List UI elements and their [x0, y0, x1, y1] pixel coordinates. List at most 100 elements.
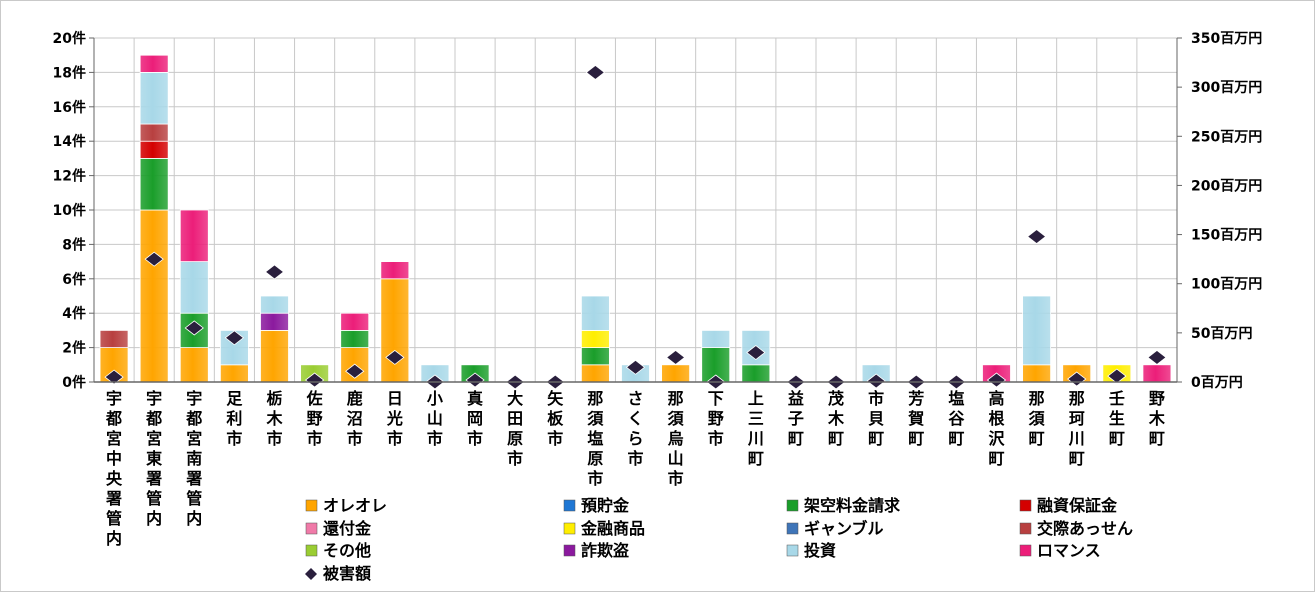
- damage-marker: [144, 251, 164, 267]
- category-label: 下野市: [708, 389, 724, 448]
- legend-swatch: [563, 544, 576, 557]
- y-tick-label: 6件: [62, 271, 86, 288]
- bar-segment: [139, 140, 169, 159]
- category-label: 那須烏山市: [667, 389, 685, 488]
- y2-tick-label: 350百万円: [1191, 31, 1262, 47]
- damage-marker: [1147, 349, 1167, 365]
- bar-segment: [580, 329, 610, 348]
- damage-marker: [625, 359, 646, 375]
- y-tick-label: 18件: [53, 64, 86, 81]
- damage-marker: [1107, 368, 1127, 384]
- damage-marker: [665, 349, 686, 365]
- y-tick-label: 14件: [53, 133, 86, 150]
- legend-label: その他: [323, 541, 371, 560]
- category-label: 野木町: [1148, 389, 1166, 448]
- bar-segment: [139, 54, 169, 73]
- category-label: 足利市: [226, 389, 243, 448]
- category-label: 壬生町: [1109, 389, 1125, 448]
- category-label: 鹿沼市: [347, 389, 363, 448]
- category-label: さくら市: [627, 389, 643, 468]
- legend-swatch-damage: [305, 568, 317, 580]
- legend-label: オレオレ: [323, 496, 387, 515]
- category-label: 高根沢町: [988, 389, 1005, 468]
- legend-swatch: [1019, 522, 1032, 535]
- damage-marker: [866, 373, 886, 389]
- damage-marker: [986, 372, 1007, 388]
- bar-segment: [580, 295, 610, 331]
- bar-segment: [139, 72, 169, 125]
- legend-swatch: [563, 499, 576, 512]
- category-label: 宇都宮中央署管内: [105, 389, 123, 548]
- damage-marker: [385, 349, 405, 365]
- y2-tick-label: 50百万円: [1191, 326, 1252, 342]
- legend-label: 預貯金: [581, 496, 630, 515]
- y-tick-label: 12件: [53, 168, 86, 185]
- legend-label: 金融商品: [580, 519, 645, 538]
- y-tick-label: 16件: [53, 99, 86, 116]
- bar-segment: [380, 261, 410, 280]
- y-tick-label: 4件: [62, 305, 86, 322]
- bar-segment: [1022, 364, 1052, 383]
- bar-segment: [260, 312, 289, 331]
- bar-segment: [701, 329, 731, 348]
- bar-segment: [580, 364, 610, 383]
- category-label: 真岡市: [467, 389, 483, 448]
- legend-label: 投資: [804, 541, 836, 560]
- bar-segment: [139, 123, 169, 142]
- legend-label: ギャンブル: [804, 519, 884, 538]
- legend-swatch: [1019, 499, 1032, 512]
- y-tick-label: 20件: [53, 30, 86, 47]
- category-label: 佐野市: [306, 389, 323, 448]
- y-tick-label: 2件: [62, 340, 86, 357]
- bar-segment: [219, 364, 249, 383]
- bar-segment: [179, 261, 209, 314]
- damage-marker: [304, 372, 325, 388]
- damage-marker: [746, 345, 766, 361]
- bar-segment: [260, 329, 289, 383]
- category-label: 那須塩原市: [586, 389, 604, 488]
- legend-swatch: [786, 499, 799, 512]
- category-label: 矢板市: [547, 389, 564, 448]
- bar-segment: [139, 157, 169, 211]
- category-label: 塩谷町: [948, 389, 965, 448]
- y2-tick-label: 100百万円: [1191, 277, 1262, 293]
- bar-segment: [139, 209, 169, 383]
- bar-segment: [380, 278, 410, 383]
- category-label: 栃木市: [265, 389, 283, 448]
- legend-swatch: [305, 544, 318, 557]
- bar-segment: [179, 209, 209, 262]
- legend-swatch: [305, 522, 318, 535]
- legend-label: 詐欺盗: [581, 541, 629, 560]
- bar-segment: [340, 329, 370, 348]
- legend-label-damage: 被害額: [323, 564, 371, 583]
- category-label: 小山市: [427, 389, 443, 448]
- category-label: 茂木町: [827, 389, 845, 448]
- legend-label: 交際あっせん: [1037, 519, 1133, 538]
- legend-label: 架空料金請求: [803, 496, 901, 515]
- y2-tick-label: 250百万円: [1191, 129, 1262, 145]
- legend-label: 融資保証金: [1037, 496, 1118, 515]
- legend-label: 還付金: [323, 519, 372, 538]
- bar-segment: [260, 295, 289, 314]
- category-label: 芳賀町: [907, 389, 924, 448]
- bar-segment: [1142, 364, 1172, 383]
- y2-tick-label: 0百万円: [1191, 375, 1243, 391]
- y-tick-label: 8件: [62, 236, 86, 253]
- category-label: 宇都宮東署管内: [145, 389, 162, 528]
- bar-segment: [741, 364, 771, 383]
- bar-segment: [340, 312, 370, 331]
- damage-marker: [1026, 229, 1047, 245]
- category-label: 宇都宮南署管内: [185, 389, 202, 528]
- legend-swatch: [786, 522, 799, 535]
- category-label: 市貝町: [868, 389, 884, 448]
- bar-segment: [661, 364, 691, 383]
- damage-marker: [465, 372, 485, 388]
- category-label: 上三川町: [747, 389, 764, 468]
- category-label: 大田原市: [507, 389, 523, 468]
- category-label: 那珂川町: [1068, 389, 1085, 468]
- bar-segment: [99, 329, 129, 348]
- damage-marker: [585, 64, 606, 80]
- legend-swatch: [1019, 544, 1032, 557]
